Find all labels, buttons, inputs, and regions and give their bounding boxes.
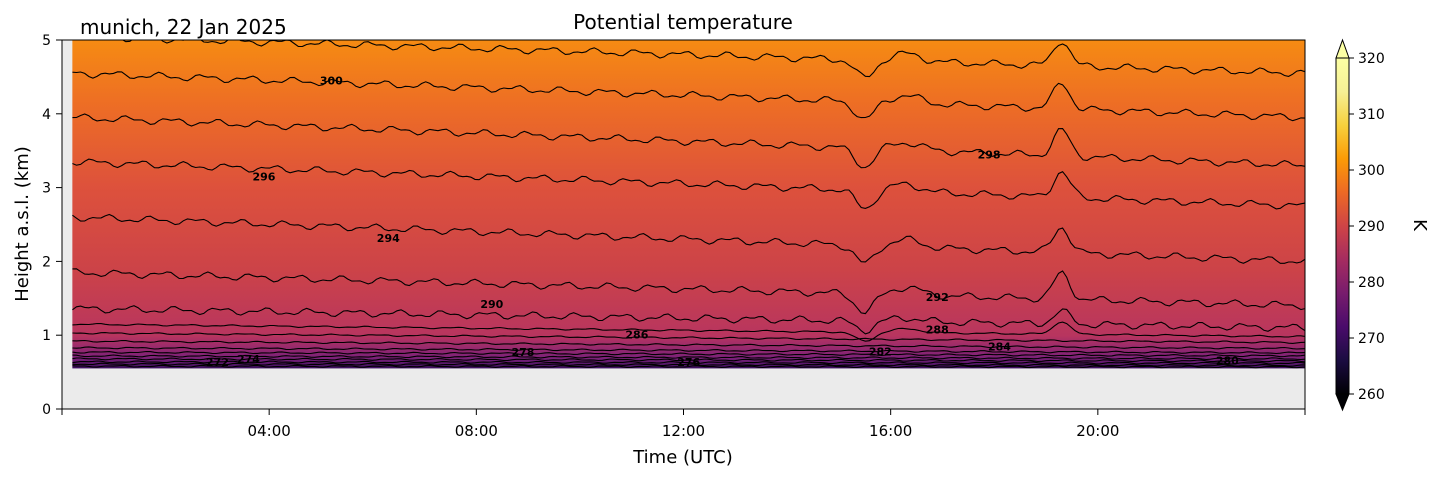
contour-line-296 xyxy=(72,213,1305,264)
contour-line-304 xyxy=(121,40,1305,78)
contour-line-288 xyxy=(72,332,1305,344)
contour-line-290 xyxy=(72,321,1305,342)
contour-label: 294 xyxy=(377,232,400,245)
contour-label: 296 xyxy=(253,171,276,184)
y-tick-label: 0 xyxy=(42,402,51,418)
x-tick-label: 20:00 xyxy=(1076,422,1119,440)
contour-line-280 xyxy=(72,354,1305,361)
contour-label: 290 xyxy=(480,298,503,311)
y-axis: 0 1 2 3 4 5 xyxy=(42,33,62,418)
colorbar-fill xyxy=(1336,58,1349,394)
contour-label: 300 xyxy=(320,75,343,88)
contour-line-284 xyxy=(72,346,1305,355)
contour-line-274 xyxy=(72,362,1305,367)
figure-subtitle: munich, 22 Jan 2025 xyxy=(80,15,287,39)
plot-area: 300 296 298 294 290 292 286 288 284 282 278 276 280 2… xyxy=(42,33,1306,440)
x-tick-label: 08:00 xyxy=(455,422,498,440)
colorbar-tick-label: 300 xyxy=(1358,163,1385,179)
contour-label: 286 xyxy=(625,328,648,341)
contour-line-286 xyxy=(72,339,1305,350)
contour-line-292 xyxy=(72,305,1305,335)
x-tick-label: 12:00 xyxy=(662,422,705,440)
contour-label: 292 xyxy=(926,291,949,304)
y-tick-label: 5 xyxy=(42,33,51,49)
y-tick-label: 1 xyxy=(42,328,51,344)
colorbar-extend-min xyxy=(1335,393,1350,412)
colorbar-tick-label: 280 xyxy=(1358,275,1385,291)
contour-label: 272 xyxy=(206,356,229,369)
contour-label: 280 xyxy=(1216,354,1239,367)
contour-labels: 300 296 298 294 290 292 286 288 284 282 278 276 280 2… xyxy=(206,75,1239,369)
chart-title: Potential temperature xyxy=(573,10,793,34)
contour-label: 278 xyxy=(511,346,534,359)
x-axis-label: Time (UTC) xyxy=(632,447,733,468)
contour-line-298 xyxy=(72,158,1305,210)
x-tick-label: 04:00 xyxy=(248,422,291,440)
contour-label: 274 xyxy=(237,353,260,366)
contour-line-278 xyxy=(72,357,1305,363)
contour-line-294 xyxy=(72,268,1305,315)
x-tick-label: 16:00 xyxy=(869,422,912,440)
contour-line-282 xyxy=(72,350,1305,358)
contour-label: 288 xyxy=(926,323,949,336)
contour-label: 282 xyxy=(869,345,892,358)
y-tick-label: 3 xyxy=(42,181,51,197)
contour-line-272 xyxy=(72,364,1305,369)
colorbar-tick-label: 290 xyxy=(1358,219,1385,235)
colorbar-tick-label: 260 xyxy=(1358,387,1385,403)
y-tick-label: 4 xyxy=(42,107,51,123)
contour-line-302 xyxy=(72,71,1305,122)
contour-label: 284 xyxy=(988,340,1011,353)
colorbar-tick-label: 320 xyxy=(1358,51,1385,67)
y-axis-label: Height a.s.l. (km) xyxy=(12,146,33,302)
colorbar-label: K xyxy=(1409,219,1429,232)
colorbar-tick-label: 270 xyxy=(1358,331,1385,347)
colorbar-tick-label: 310 xyxy=(1358,107,1385,123)
contour-line-276 xyxy=(72,360,1305,365)
contour-line-300 xyxy=(72,113,1305,169)
colorbar: 260 270 280 290 300 310 320 xyxy=(1335,38,1385,412)
contour-lines xyxy=(72,40,1305,369)
x-axis: 04:00 08:00 12:00 16:00 20:00 xyxy=(61,409,1306,440)
colorbar-extend-max xyxy=(1335,38,1350,59)
y-tick-label: 2 xyxy=(42,254,51,270)
contour-label: 298 xyxy=(978,148,1001,161)
contour-label: 276 xyxy=(677,356,700,369)
